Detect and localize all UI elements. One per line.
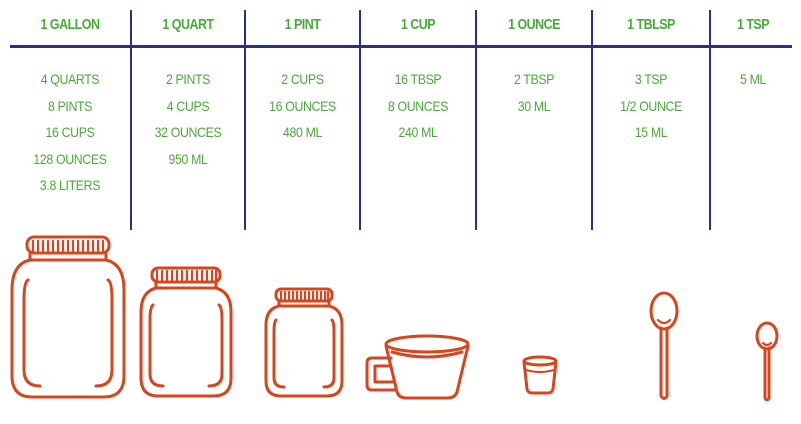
teaspoon-icon <box>755 321 779 402</box>
column-quart: 1 QUART 2 PINTS 4 CUPS 32 OUNCES 950 ML <box>132 0 244 232</box>
equivalents-list: 3 TSP 1/2 OUNCE 15 ML <box>593 66 709 146</box>
column-heading: 1 TBLSP <box>627 17 675 33</box>
column-heading: 1 TSP <box>736 17 770 33</box>
column-tablespoon: 1 TBLSP 3 TSP 1/2 OUNCE 15 ML <box>593 0 709 232</box>
column-heading: 1 QUART <box>162 17 214 33</box>
equivalent-item: 8 PINTS <box>47 97 93 114</box>
equivalents-list: 5 ML <box>711 66 795 93</box>
equivalent-item: 32 OUNCES <box>154 124 222 140</box>
equivalents-list: 16 TBSP 8 OUNCES 240 ML <box>361 66 475 146</box>
equivalent-item: 30 ML <box>517 97 551 114</box>
header-divider <box>10 45 792 48</box>
equivalent-item: 16 TBSP <box>394 71 442 87</box>
column-pint: 1 PINT 2 CUPS 16 OUNCES 480 ML <box>246 0 359 232</box>
column-teaspoon: 1 TSP 5 ML <box>711 0 795 232</box>
equivalent-item: 4 QUARTS <box>40 71 100 87</box>
quart-jar-icon <box>139 266 233 398</box>
equivalent-item: 3 TSP <box>634 71 668 87</box>
column-divider <box>475 10 477 230</box>
equivalent-item: 2 PINTS <box>165 71 211 87</box>
gallon-jar-icon <box>10 235 126 399</box>
equivalent-item: 950 ML <box>168 150 208 167</box>
equivalent-item: 2 TBSP <box>513 71 555 87</box>
column-heading: 1 CUP <box>400 17 436 33</box>
column-heading: 1 GALLON <box>40 17 100 33</box>
equivalent-item: 8 OUNCES <box>387 97 449 114</box>
equivalent-item: 128 OUNCES <box>33 150 107 167</box>
tablespoon-icon <box>649 291 679 400</box>
equivalents-list: 2 CUPS 16 OUNCES 480 ML <box>246 66 359 146</box>
equivalents-list: 2 TBSP 30 ML <box>477 66 591 119</box>
column-divider <box>359 10 361 230</box>
column-divider <box>244 10 246 230</box>
equivalent-item: 15 ML <box>634 124 668 140</box>
column-gallon: 1 GALLON 4 QUARTS 8 PINTS 16 CUPS 128 OU… <box>10 0 130 232</box>
column-heading: 1 PINT <box>284 17 321 33</box>
equivalents-list: 4 QUARTS 8 PINTS 16 CUPS 128 OUNCES 3.8 … <box>10 66 130 199</box>
column-divider <box>130 10 132 230</box>
pint-jar-icon <box>264 287 344 398</box>
equivalent-item: 4 CUPS <box>166 97 210 114</box>
column-ounce: 1 OUNCE 2 TBSP 30 ML <box>477 0 591 232</box>
equivalent-item: 3.8 LITERS <box>39 177 101 193</box>
equivalent-item: 480 ML <box>283 124 322 140</box>
column-divider <box>591 10 593 230</box>
equivalent-item: 5 ML <box>740 71 766 87</box>
equivalents-list: 2 PINTS 4 CUPS 32 OUNCES 950 ML <box>132 66 244 172</box>
cup-icon <box>365 334 470 400</box>
equivalent-item: 16 OUNCES <box>269 97 336 114</box>
equivalent-item: 2 CUPS <box>281 71 324 87</box>
column-heading: 1 OUNCE <box>508 17 560 33</box>
ounce-cup-icon <box>522 355 558 395</box>
equivalent-item: 16 CUPS <box>45 124 95 140</box>
equivalent-item: 240 ML <box>398 124 438 140</box>
equivalent-item: 1/2 OUNCE <box>620 97 682 114</box>
column-cup: 1 CUP 16 TBSP 8 OUNCES 240 ML <box>361 0 475 232</box>
column-divider <box>709 10 711 230</box>
